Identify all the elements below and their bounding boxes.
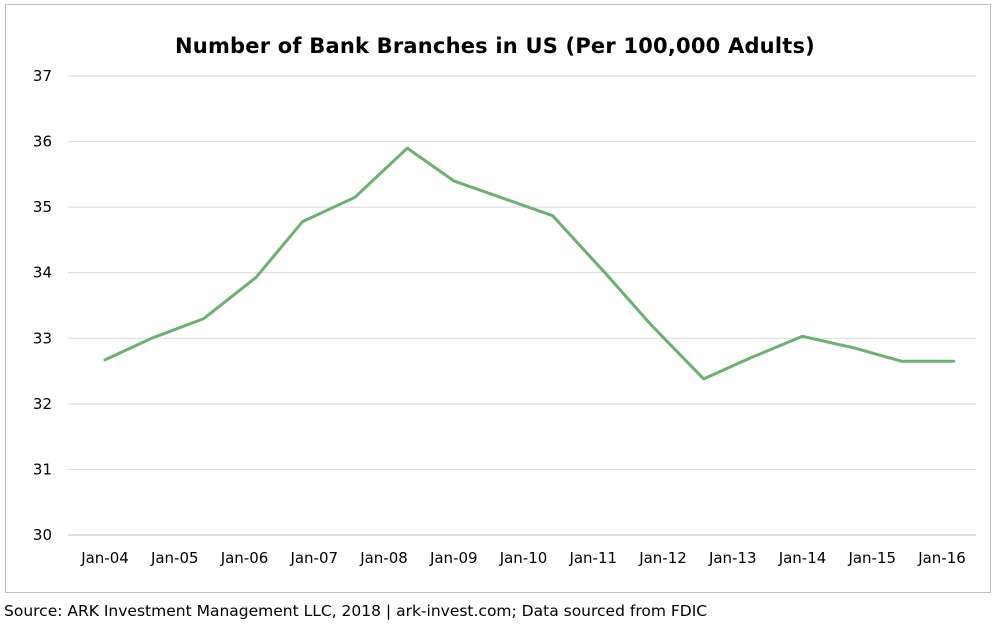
x-tick-label: Jan-09 [429,549,478,567]
x-tick-label: Jan-08 [359,549,408,567]
source-note: Source: ARK Investment Management LLC, 2… [4,602,708,620]
x-tick-label: Jan-10 [499,549,548,567]
y-tick-label: 37 [33,67,52,85]
x-tick-label: Jan-11 [568,549,617,567]
y-tick-label: 33 [33,329,52,347]
y-tick-label: 31 [33,460,52,478]
x-tick-label: Jan-13 [708,549,757,567]
x-tick-label: Jan-12 [638,549,687,567]
x-tick-label: Jan-04 [80,549,129,567]
y-tick-label: 36 [33,133,52,151]
chart-title: Number of Bank Branches in US (Per 100,0… [175,34,815,58]
x-tick-label: Jan-15 [847,549,896,567]
x-tick-label: Jan-05 [150,549,199,567]
y-tick-label: 32 [33,395,52,413]
y-tick-label: 34 [33,264,52,282]
x-tick-label: Jan-14 [778,549,827,567]
x-tick-label: Jan-07 [289,549,338,567]
line-chart: 30 31 32 33 34 35 36 37 Jan-04 Jan-05 Jan-06 Jan-07… [33,67,976,567]
series-line [103,146,956,381]
x-tick-label: Jan-06 [220,549,269,567]
y-tick-label: 35 [33,198,52,216]
y-tick-label: 30 [33,526,52,544]
chart-frame [5,4,991,593]
x-tick-label: Jan-16 [917,549,966,567]
